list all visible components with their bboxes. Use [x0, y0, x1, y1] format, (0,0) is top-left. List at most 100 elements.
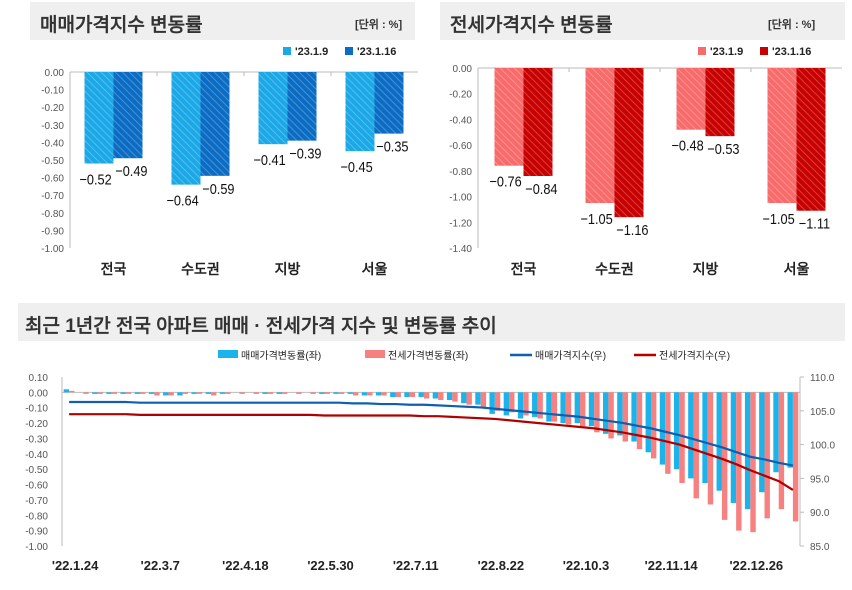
y-tick-label: -1.00 [41, 244, 64, 255]
left-tick-label: -0.30 [25, 434, 48, 445]
bar [759, 392, 765, 493]
y-tick-label: -1.00 [449, 193, 472, 204]
bar-hatch [676, 68, 706, 130]
left-tick-label: -0.20 [25, 419, 48, 430]
bar [494, 392, 501, 411]
trend-chart-title: 최근 1년간 전국 아파트 매매 · 전세가격 지수 및 변동률 추이 [25, 316, 497, 337]
left-tick-label: -0.90 [25, 527, 48, 538]
y-tick-label: -0.40 [41, 138, 64, 149]
bar [461, 392, 467, 404]
bar [395, 392, 401, 397]
bar-hatch [494, 68, 524, 166]
data-label: −0.76 [489, 173, 521, 190]
bar [140, 392, 146, 394]
bar [409, 392, 416, 397]
legend-swatch [218, 350, 238, 358]
bar [679, 392, 685, 484]
y-tick-label: -0.80 [449, 167, 472, 178]
bar [276, 392, 282, 394]
left-tick-label: 0.10 [29, 373, 49, 384]
bar [92, 392, 98, 394]
bar [352, 392, 359, 396]
legend-swatch [760, 47, 768, 55]
bar-hatch [374, 72, 404, 134]
bar [594, 392, 600, 433]
bar-hatch [767, 68, 797, 203]
bar [347, 392, 353, 394]
bar [404, 392, 410, 397]
y-tick-label: -0.50 [41, 156, 64, 167]
bar [205, 392, 212, 394]
data-label: −1.11 [799, 215, 831, 232]
index-line [69, 400, 794, 467]
bar [551, 392, 558, 422]
bar [63, 389, 70, 393]
sale-unit-label: [단위 : %] [355, 19, 403, 31]
bar [588, 392, 595, 427]
trend-title-bar [18, 303, 845, 341]
bar [716, 392, 722, 491]
bar [191, 392, 197, 394]
right-tick-label: 90.0 [810, 508, 830, 519]
data-label: −0.45 [340, 158, 372, 175]
bar [480, 392, 487, 408]
data-label: −0.64 [166, 192, 198, 209]
y-tick-label: -0.20 [449, 90, 472, 101]
legend-label: 전세가격변동률(좌) [388, 349, 468, 362]
legend-swatch [365, 350, 385, 358]
bar [659, 392, 666, 465]
bar [319, 392, 325, 394]
legend-label: 전세가격지수(우) [659, 349, 730, 362]
right-tick-label: 110.0 [810, 373, 835, 384]
x-tick-label: '22.5.30 [307, 558, 353, 573]
left-tick-label: -0.50 [25, 465, 48, 476]
bar [367, 392, 373, 396]
bar-hatch [523, 68, 553, 176]
bar [532, 392, 538, 417]
bar [333, 392, 339, 394]
bar [645, 392, 651, 453]
bar [466, 392, 472, 405]
bar [693, 392, 699, 499]
bar [603, 392, 609, 434]
bar-hatch [705, 68, 735, 137]
y-tick-label: -1.40 [449, 244, 472, 255]
category-label: 서울 [784, 261, 810, 277]
bar-hatch [171, 72, 201, 185]
bar [296, 392, 302, 394]
right-tick-label: 100.0 [810, 441, 835, 452]
bar [730, 392, 737, 503]
bar [381, 392, 387, 396]
legend-label: '23.1.9 [295, 46, 328, 58]
y-tick-label: -0.60 [41, 174, 64, 185]
left-tick-label: -0.60 [25, 481, 48, 492]
x-tick-label: '22.8.22 [478, 558, 524, 573]
bar-hatch [345, 72, 375, 152]
bar [262, 392, 268, 394]
bar [764, 392, 770, 519]
bar [375, 392, 382, 396]
y-tick-label: -0.80 [41, 209, 64, 220]
bar [125, 392, 132, 394]
right-tick-label: 85.0 [810, 542, 830, 553]
bar [517, 392, 524, 419]
bar [120, 392, 126, 394]
data-label: −0.41 [253, 151, 285, 168]
bar [225, 392, 231, 394]
jeonse-unit-label: [단위 : %] [768, 19, 816, 31]
bar [154, 392, 160, 396]
y-tick-label: -0.70 [41, 191, 64, 202]
right-tick-label: 95.0 [810, 474, 830, 485]
y-tick-label: -0.20 [41, 103, 64, 114]
data-label: −0.49 [115, 162, 147, 179]
x-tick-label: '22.11.14 [645, 558, 699, 573]
bar [778, 392, 785, 510]
bar [650, 392, 657, 459]
bar [438, 392, 444, 401]
y-tick-label: -0.30 [41, 121, 64, 132]
legend-swatch [698, 47, 706, 55]
jeonse-title-bar [440, 2, 845, 40]
bar [702, 392, 708, 484]
bar [196, 392, 203, 394]
y-tick-label: 0.00 [453, 64, 473, 75]
